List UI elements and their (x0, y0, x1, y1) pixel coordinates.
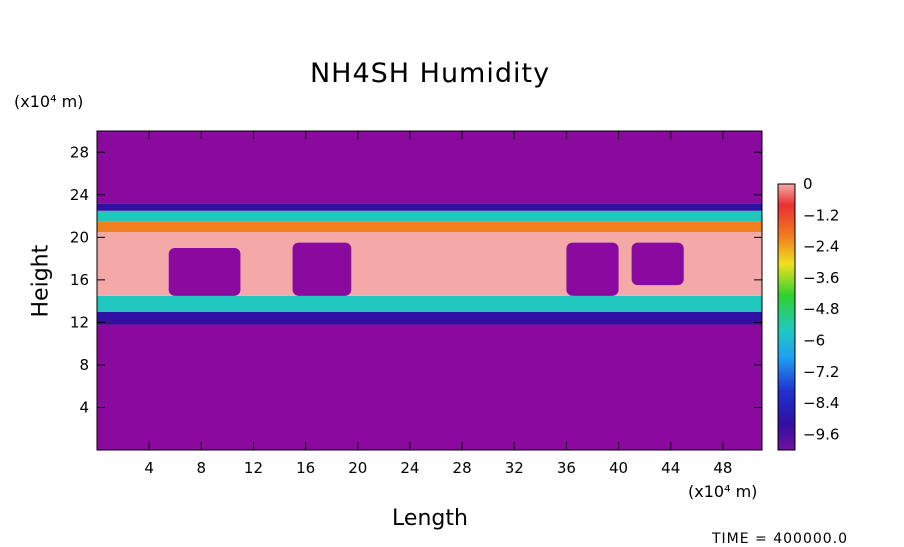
colorbar-label-7: −8.4 (803, 394, 839, 412)
heatmap-band-4 (97, 221, 762, 233)
x-tick-label-1: 8 (197, 459, 207, 477)
x-axis-label: Length (392, 506, 468, 531)
colorbar-label-5: −6 (803, 331, 825, 349)
time-readout: TIME = 400000.0 (712, 531, 849, 547)
colorbar-label-3: −3.6 (803, 269, 839, 287)
x-tick-label-11: 48 (713, 459, 732, 477)
x-tick-label-8: 36 (557, 459, 576, 477)
plot-area (97, 131, 762, 450)
dry-pocket-3 (631, 242, 684, 286)
heatmap-band-7 (97, 131, 762, 204)
colorbar-label-0: 0 (803, 175, 813, 193)
colorbar-label-6: −7.2 (803, 363, 839, 381)
colorbar-label-1: −1.2 (803, 206, 839, 224)
x-tick-label-4: 20 (348, 459, 367, 477)
y-axis-unit: (x10⁴ m) (14, 92, 84, 111)
colorbar-label-8: −9.6 (803, 425, 839, 443)
y-tick-label-0: 4 (79, 398, 89, 416)
x-tick-label-6: 28 (453, 459, 472, 477)
heatmap-band-2 (97, 295, 762, 312)
x-tick-label-5: 24 (400, 459, 419, 477)
x-tick-label-10: 44 (661, 459, 680, 477)
heatmap-band-5 (97, 210, 762, 222)
dry-pocket-0 (168, 247, 241, 296)
colorbar-label-2: −2.4 (803, 238, 839, 256)
dry-pocket-1 (292, 242, 352, 296)
heatmap-band-1 (97, 311, 762, 325)
x-axis-unit: (x10⁴ m) (688, 482, 758, 501)
plot-frame (96, 130, 763, 451)
y-tick-label-6: 28 (70, 143, 89, 161)
y-tick-label-4: 20 (70, 228, 89, 246)
x-tick-label-9: 40 (609, 459, 628, 477)
x-tick-label-3: 16 (296, 459, 315, 477)
dry-pocket-2 (566, 242, 619, 296)
heatmap-band-6 (97, 203, 762, 211)
x-tick-label-2: 12 (244, 459, 263, 477)
colorbar: 0 −1.2 −2.4 −3.6 −4.8 −6 −7.2 −8.4 −9.6 (777, 175, 839, 451)
y-tick-label-2: 12 (70, 313, 89, 331)
colorbar-gradient (777, 183, 796, 451)
colorbar-label-4: −4.8 (803, 300, 839, 318)
chart-title: NH4SH Humidity (309, 58, 551, 89)
y-tick-label-3: 16 (70, 271, 89, 289)
x-tick-label-0: 4 (144, 459, 154, 477)
heatmap-band-0 (97, 324, 762, 450)
x-tick-label-7: 32 (505, 459, 524, 477)
y-tick-label-5: 24 (70, 186, 89, 204)
y-tick-label-1: 8 (79, 356, 89, 374)
